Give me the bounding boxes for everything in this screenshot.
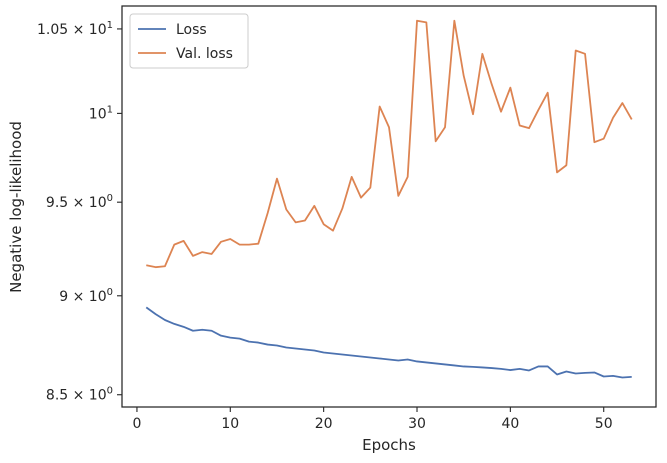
y-tick-label: 9 × 100 bbox=[59, 287, 113, 305]
x-tick-label: 0 bbox=[132, 416, 141, 432]
y-tick-label: 1.05 × 101 bbox=[37, 20, 113, 38]
y-tick-label: 8.5 × 100 bbox=[46, 386, 113, 404]
x-tick-label: 40 bbox=[501, 416, 519, 432]
y-tick-label: 9.5 × 100 bbox=[46, 193, 113, 211]
x-tick-label: 50 bbox=[595, 416, 613, 432]
series-line-loss bbox=[145, 306, 632, 379]
y-tick-label: 101 bbox=[89, 104, 113, 122]
x-ticks: 0 10 20 30 40 50 bbox=[132, 407, 613, 432]
series-line-val-loss bbox=[146, 19, 633, 269]
x-tick-label: 30 bbox=[408, 416, 426, 432]
series-layer bbox=[145, 19, 633, 379]
legend: Loss Val. loss bbox=[129, 13, 249, 69]
y-ticks: 8.5 × 100 9 × 100 9.5 × 100 101 1.05 × 101 bbox=[37, 20, 122, 404]
y-axis-label: Negative log-likelihood bbox=[7, 121, 25, 293]
x-tick-label: 10 bbox=[221, 416, 239, 432]
legend-label-loss: Loss bbox=[176, 22, 207, 38]
plot-frame bbox=[121, 5, 657, 408]
x-axis-label: Epochs bbox=[362, 436, 416, 454]
legend-label-val-loss: Val. loss bbox=[176, 46, 233, 62]
legend-box bbox=[129, 13, 249, 69]
x-tick-label: 20 bbox=[315, 416, 333, 432]
